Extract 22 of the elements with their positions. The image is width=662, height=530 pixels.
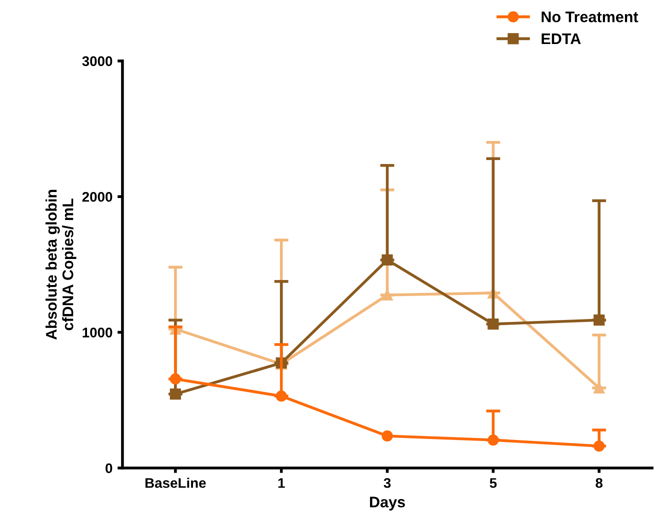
x-tick-label: BaseLine — [145, 478, 206, 488]
point — [170, 388, 181, 400]
y-tick-label: 1000 — [82, 328, 112, 338]
point — [170, 373, 181, 385]
legend-label: No Treatment — [542, 12, 638, 22]
point — [594, 440, 605, 452]
x-tick-label: 8 — [596, 478, 603, 488]
legend-label: EDTA — [542, 34, 581, 44]
x-tick-label: 1 — [278, 478, 285, 488]
y-axis-title: Absolute beta globin cfDNA Copies/ mL — [46, 190, 76, 340]
point — [382, 430, 393, 442]
x-tick-label: 3 — [384, 478, 391, 488]
point — [382, 254, 393, 266]
point — [488, 434, 499, 446]
y-tick-label: 0 — [106, 463, 112, 474]
point — [488, 318, 499, 330]
point — [594, 314, 605, 326]
y-tick-label: 3000 — [82, 56, 112, 66]
y-tick-label: 2000 — [82, 192, 112, 202]
point — [276, 390, 287, 402]
x-axis-title: Days — [370, 496, 405, 510]
x-tick-label: 5 — [490, 478, 497, 488]
